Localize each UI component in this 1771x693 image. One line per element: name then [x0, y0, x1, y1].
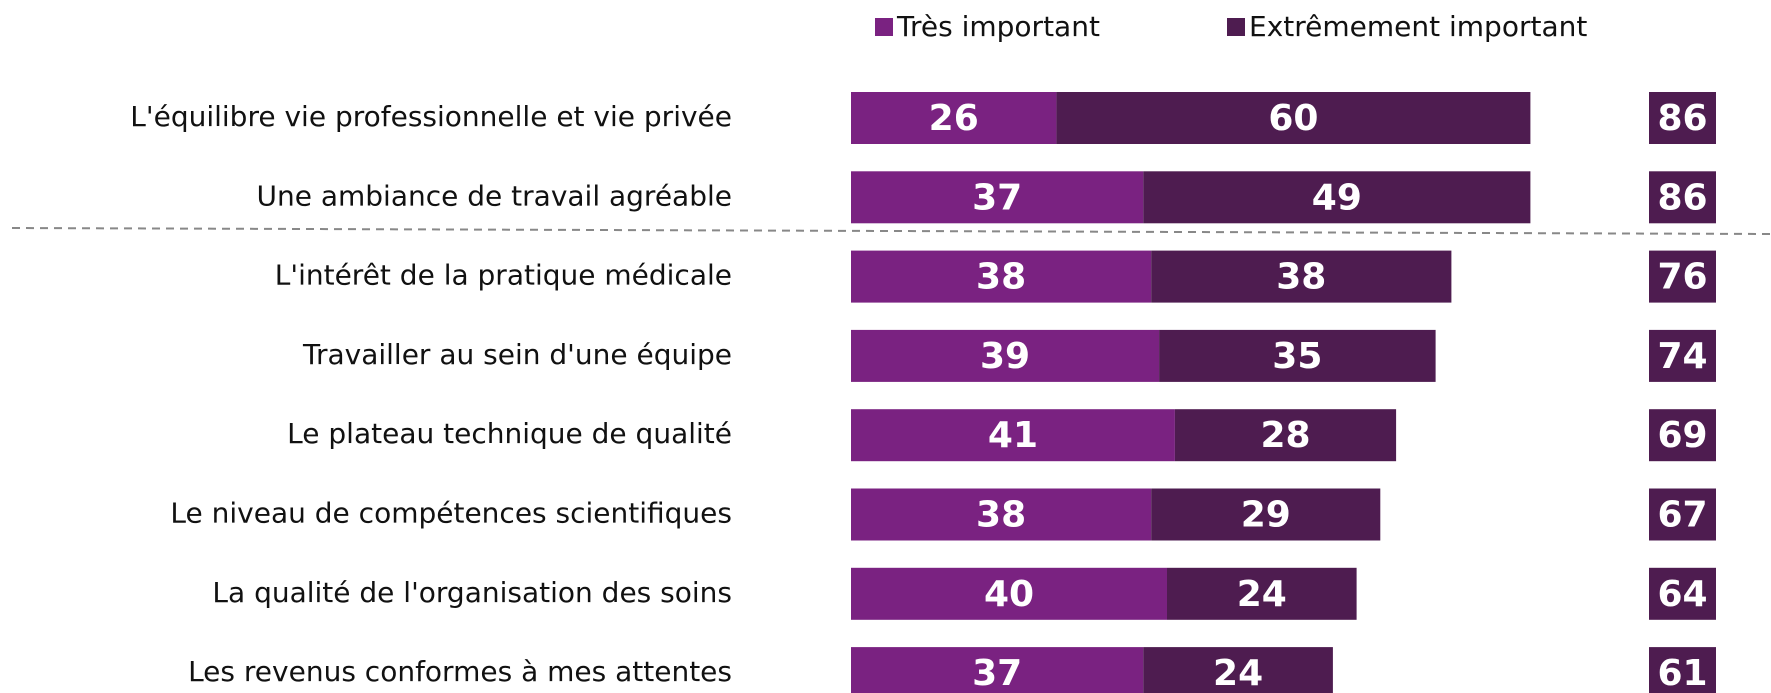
bar-segment: [1174, 409, 1397, 462]
legend-label: Extrêmement important: [1249, 10, 1587, 43]
total-label: 64: [1657, 574, 1707, 615]
value-label: 60: [1268, 98, 1318, 139]
total-box: [1649, 92, 1716, 144]
total-box: [1649, 329, 1716, 382]
value-label: 41: [988, 415, 1038, 456]
category-label: Une ambiance de travail agréable: [256, 179, 732, 212]
category-label: Le niveau de compétences scientifiques: [170, 497, 732, 530]
category-label: L'équilibre vie professionnelle et vie p…: [130, 100, 732, 133]
bar-segment: [851, 171, 1144, 224]
legend-label: Très important: [896, 10, 1100, 43]
total-label: 69: [1657, 415, 1707, 456]
value-label: 24: [1213, 653, 1263, 693]
bar-segment: [851, 567, 1167, 620]
bar-segment: [1167, 567, 1357, 620]
bar-segment: [1151, 488, 1381, 541]
category-label: La qualité de l'organisation des soins: [212, 576, 732, 609]
value-label: 39: [980, 336, 1030, 377]
total-box: [1649, 250, 1716, 303]
category-label: Les revenus conformes à mes attentes: [188, 655, 732, 688]
bar-segment: [851, 409, 1175, 462]
total-label: 61: [1657, 653, 1707, 693]
value-label: 38: [976, 257, 1026, 298]
total-label: 67: [1657, 495, 1707, 536]
total-label: 86: [1657, 177, 1707, 218]
value-label: 38: [1276, 257, 1326, 298]
total-box: [1649, 409, 1716, 462]
total-box: [1649, 171, 1716, 224]
legend-swatch: [875, 18, 893, 36]
value-label: 37: [972, 177, 1022, 218]
total-box: [1649, 567, 1716, 620]
total-label: 74: [1657, 336, 1707, 377]
value-label: 35: [1272, 336, 1322, 377]
bar-segment: [1143, 171, 1531, 224]
separator: [11, 227, 1771, 235]
category-label: L'intérêt de la pratique médicale: [275, 259, 732, 292]
bar-segment: [1159, 329, 1436, 382]
category-label: Travailler au sein d'une équipe: [302, 338, 732, 371]
bar-segment: [851, 92, 1057, 144]
bar-segment: [851, 250, 1152, 303]
value-label: 24: [1237, 574, 1287, 615]
bar-segment: [851, 329, 1160, 382]
bar-segment: [851, 647, 1144, 693]
total-box: [1649, 647, 1716, 693]
value-label: 38: [976, 495, 1026, 536]
total-label: 76: [1657, 257, 1707, 298]
value-label: 37: [972, 653, 1022, 693]
value-label: 40: [984, 574, 1034, 615]
value-label: 49: [1312, 177, 1362, 218]
legend-swatch: [1227, 18, 1245, 36]
total-box: [1649, 488, 1716, 541]
total-label: 86: [1657, 98, 1707, 139]
category-label: Le plateau technique de qualité: [287, 417, 732, 450]
bar-segment: [1143, 647, 1333, 693]
value-label: 29: [1241, 495, 1291, 536]
bar-segment: [851, 488, 1152, 541]
bar-segment: [1151, 250, 1452, 303]
value-label: 28: [1260, 415, 1310, 456]
bar-segment: [1056, 92, 1531, 144]
value-label: 26: [929, 98, 979, 139]
